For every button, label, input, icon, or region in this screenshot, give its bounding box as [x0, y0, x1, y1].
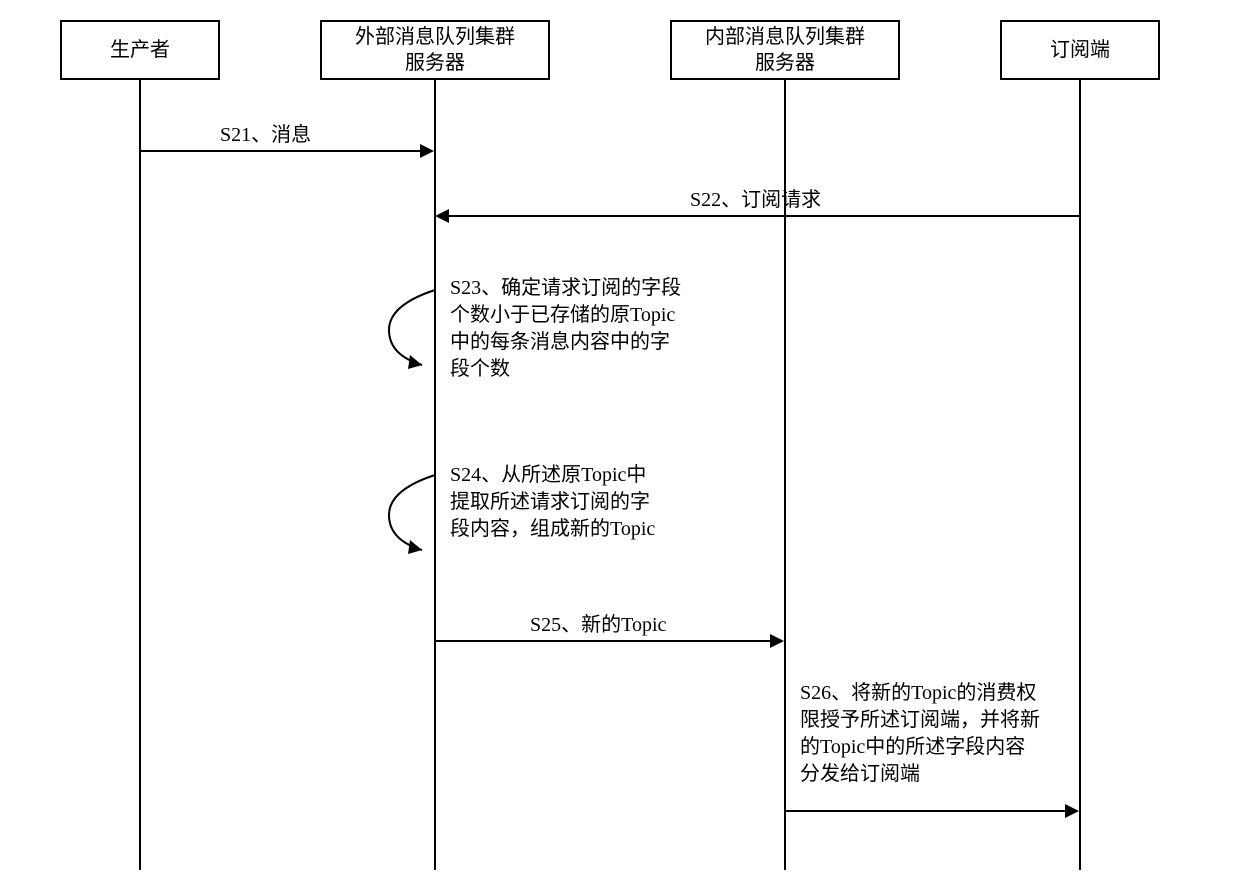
participant-external-label: 外部消息队列集群 服务器 — [355, 24, 515, 76]
msg-s26-line — [785, 810, 1067, 812]
participant-producer: 生产者 — [60, 20, 220, 80]
self-loop-s23-svg — [384, 285, 454, 375]
participant-producer-label: 生产者 — [110, 37, 170, 63]
participant-external-server: 外部消息队列集群 服务器 — [320, 20, 550, 80]
self-loop-s24 — [384, 470, 454, 565]
msg-s23-label: S23、确定请求订阅的字段 个数小于已存储的原Topic 中的每条消息内容中的字… — [450, 275, 710, 383]
msg-s22-arrow — [435, 209, 449, 223]
participant-subscriber: 订阅端 — [1000, 20, 1160, 80]
self-loop-s23 — [384, 285, 454, 380]
participant-internal-server: 内部消息队列集群 服务器 — [670, 20, 900, 80]
msg-s22-label: S22、订阅请求 — [690, 187, 821, 214]
participant-subscriber-label: 订阅端 — [1050, 37, 1110, 63]
msg-s25-label: S25、新的Topic — [530, 612, 666, 639]
msg-s25-arrow — [770, 634, 784, 648]
self-loop-s24-svg — [384, 470, 454, 560]
msg-s25-line — [435, 640, 772, 642]
lifeline-producer — [139, 80, 141, 870]
msg-s26-label: S26、将新的Topic的消费权 限授予所述订阅端，并将新 的Topic中的所述… — [800, 680, 1070, 788]
participant-internal-label: 内部消息队列集群 服务器 — [705, 24, 865, 76]
msg-s21-line — [140, 150, 422, 152]
msg-s21-arrow — [420, 144, 434, 158]
lifeline-subscriber — [1079, 80, 1081, 870]
msg-s24-label: S24、从所述原Topic中 提取所述请求订阅的字 段内容，组成新的Topic — [450, 462, 690, 543]
msg-s26-arrow — [1065, 804, 1079, 818]
msg-s21-label: S21、消息 — [220, 122, 311, 149]
msg-s22-line — [449, 215, 1080, 217]
